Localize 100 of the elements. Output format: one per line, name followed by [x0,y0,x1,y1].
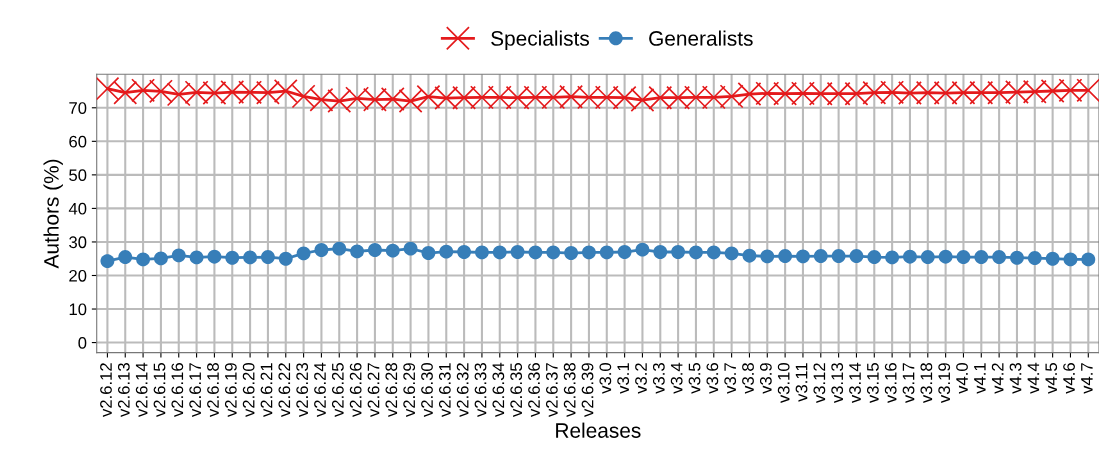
legend-label: Specialists [491,30,590,50]
point [421,246,436,260]
x-tick-label: v2.6.28 [385,363,398,417]
x-tick-label: v2.6.14 [135,362,148,417]
x-tick-label: v2.6.16 [171,363,184,417]
point [148,79,173,104]
x-tick-label: v2.6.34 [492,362,505,417]
x-tick-label: v2.6.33 [474,363,487,417]
point [938,249,953,264]
point [153,251,168,266]
point [345,86,370,111]
point [474,245,489,260]
x-tick-label: v3.4 [670,362,683,394]
point [457,245,472,259]
x-tick-label: v3.12 [813,363,826,404]
x-axis-title: Releases [556,422,641,438]
x-tick-label: v2.6.29 [403,363,416,417]
x-tick-label: v2.6.23 [296,363,309,417]
point [920,250,935,264]
point [118,250,133,264]
point [951,80,976,105]
point [987,80,1012,105]
point [1005,80,1029,104]
point [635,242,650,257]
point [332,241,347,256]
x-tick-label: v2.6.19 [224,363,237,417]
point [273,79,298,103]
point [915,80,940,105]
point [867,250,882,264]
x-tick-label: v2.6.24 [314,362,326,417]
point [594,85,619,110]
x-tick-label: v3.10 [777,363,790,404]
point [505,85,530,110]
point [737,82,762,106]
x-tick-label: v4.3 [1009,363,1022,394]
point [202,81,227,105]
point [380,87,405,112]
x-tick-label: v4.1 [974,363,986,394]
x-tick-label: v3.17 [902,363,915,404]
x-tick-label: v4.0 [956,363,968,394]
point [434,86,459,111]
point [760,249,775,264]
x-tick-label: v3.11 [795,363,808,402]
x-tick-label: v4.5 [1045,363,1058,394]
point [653,245,668,259]
point [523,85,548,110]
point [1027,251,1042,265]
point [207,249,222,264]
x-tick-label: v3.15 [866,363,879,404]
point [849,249,864,263]
point [844,81,869,106]
x-tick-label: v2.6.38 [563,363,576,417]
x-tick-label: v2.6.37 [545,363,558,417]
x-tick-label: v3.6 [706,363,719,394]
x-tick-label: v3.8 [742,363,754,394]
point [885,250,900,265]
point [992,250,1007,264]
point [796,249,810,264]
point [100,254,115,269]
point [238,80,263,105]
point [1040,79,1065,103]
point [403,241,418,256]
point [617,245,632,259]
x-tick-label: v3.13 [831,363,844,404]
point [260,250,275,264]
point [813,249,828,263]
x-tick-label: v2.6.26 [349,363,362,417]
point [648,85,673,110]
x-tick-label: v3.14 [849,362,861,404]
point [862,80,887,105]
x-tick-label: v3.19 [938,363,951,404]
x-tick-label: v2.6.17 [189,363,202,417]
point [398,89,423,114]
x-tick-label: v2.6.27 [367,363,380,417]
point [350,244,365,259]
point [166,82,191,107]
point [880,80,905,105]
x-tick-label: v2.6.13 [117,363,130,417]
point [974,250,989,264]
point [510,245,525,259]
point [724,246,739,261]
point [791,81,815,106]
point [296,246,311,261]
y-tick-label: 60 [69,135,87,148]
point [136,252,151,267]
point [564,246,579,260]
point [1058,78,1083,103]
point [96,76,120,101]
point [469,85,494,110]
point [903,249,917,264]
point [546,245,561,260]
point [309,87,334,112]
x-tick-label: v3.16 [884,363,897,404]
point [831,249,846,263]
y-axis-title: Authors (%) [43,159,63,269]
point [576,85,601,110]
point [1045,251,1060,266]
x-tick-label: v3.5 [688,363,701,394]
point [706,245,721,260]
point [416,84,441,109]
